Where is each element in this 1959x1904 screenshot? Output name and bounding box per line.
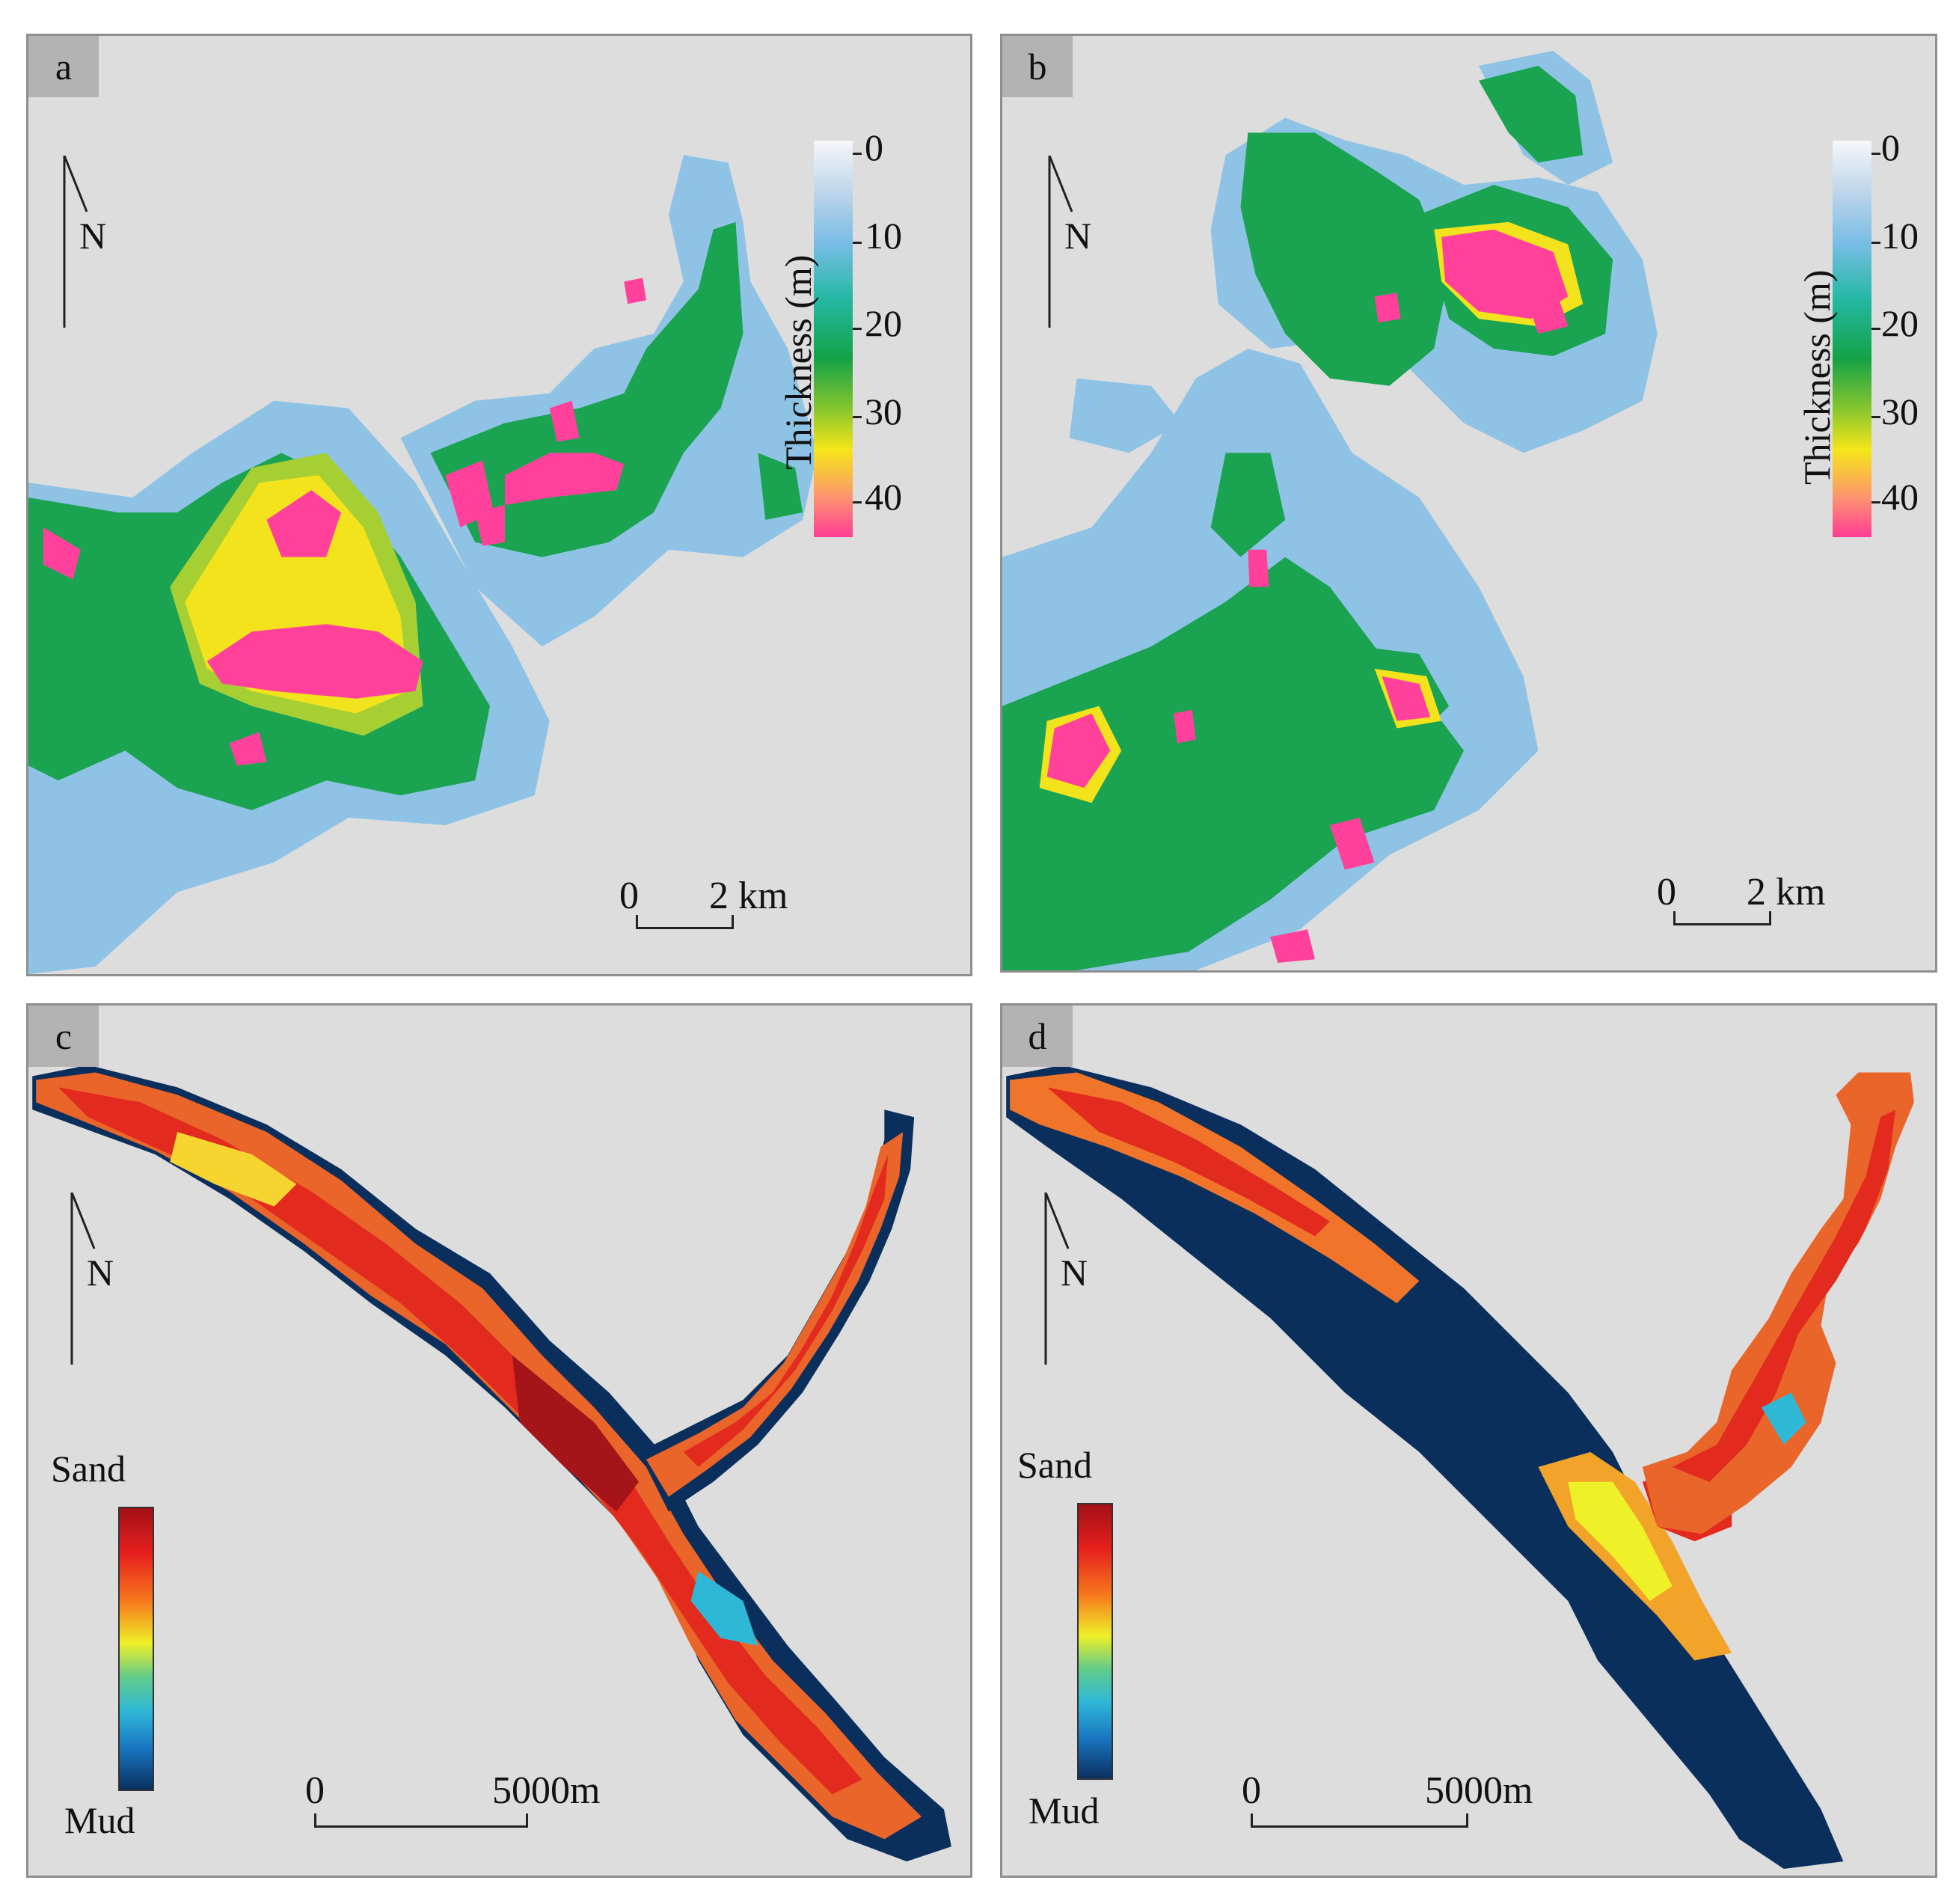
legend-tick: 30 [1881, 391, 1919, 432]
legend-tick: 40 [865, 476, 902, 518]
thickness-map-a [28, 155, 818, 974]
north-label: N [1061, 1252, 1088, 1294]
legend-tick: 0 [865, 126, 883, 168]
north-arrow-icon: N [1043, 155, 1111, 328]
north-label: N [87, 1252, 114, 1294]
legend-sand-label: Sand [1017, 1444, 1092, 1486]
legend-mud-label: Mud [1028, 1790, 1100, 1831]
panel-d: d N Sand Mud 0 5000m [1000, 1003, 1937, 1878]
scale-bar: 0 5000m [1242, 1769, 1586, 1851]
sand-mud-map-c [32, 1065, 951, 1862]
sand-mud-color-bar [118, 1507, 154, 1791]
scale-bar: 0 5000m [305, 1769, 649, 1851]
legend-tick: 40 [1881, 476, 1919, 518]
legend-title: Thickness (m) [777, 254, 819, 470]
scale-end: 2 km [709, 875, 788, 917]
scale-end: 5000m [1425, 1769, 1533, 1812]
panel-b: b N Thickness (m) 0 10 20 30 40 0 2 km [1000, 34, 1937, 973]
thickness-color-bar [1833, 141, 1871, 537]
scale-start: 0 [1657, 871, 1676, 913]
sand-mud-legend: Sand Mud [1017, 1443, 1167, 1862]
thickness-legend: Thickness (m) 0 10 20 30 40 [1750, 103, 1935, 552]
panel-label-c: c [28, 1005, 99, 1067]
thickness-legend: Thickness (m) 0 10 20 30 40 [776, 103, 963, 552]
legend-tick: 20 [1881, 302, 1919, 344]
legend-tick: 10 [865, 215, 902, 257]
thickness-map-b [1002, 50, 1658, 970]
legend-tick: 20 [865, 302, 902, 344]
thickness-color-bar [814, 141, 853, 537]
sand-mud-legend: Sand Mud [51, 1447, 200, 1866]
sand-mud-color-bar [1077, 1503, 1113, 1780]
north-arrow-icon: N [66, 1192, 133, 1365]
panel-label-b: b [1002, 36, 1073, 97]
panel-c: c N Sand Mud 0 5000m [26, 1003, 972, 1878]
legend-title: Thickness (m) [1796, 269, 1838, 485]
legend-sand-label: Sand [51, 1448, 126, 1490]
north-arrow-icon: N [1040, 1192, 1107, 1365]
legend-tick: 0 [1881, 126, 1900, 168]
panel-label-d: d [1002, 1005, 1073, 1067]
scale-start: 0 [1242, 1769, 1261, 1812]
legend-tick: 10 [1881, 215, 1919, 257]
north-label: N [1064, 215, 1092, 257]
north-arrow-icon: N [58, 155, 126, 328]
north-label: N [79, 215, 107, 257]
legend-tick: 30 [865, 391, 902, 432]
scale-end: 2 km [1747, 871, 1826, 913]
scale-bar: 0 2 km [619, 874, 814, 949]
scale-start: 0 [305, 1769, 325, 1812]
scale-end: 5000m [492, 1769, 601, 1812]
scale-start: 0 [619, 875, 639, 917]
scale-bar: 0 2 km [1657, 870, 1851, 945]
legend-mud-label: Mud [64, 1799, 135, 1841]
panel-label-a: a [28, 36, 99, 97]
panel-a: a N Thickness (m) 0 10 20 30 40 0 2 km [26, 34, 972, 976]
sand-mud-map-d [1006, 1065, 1914, 1870]
